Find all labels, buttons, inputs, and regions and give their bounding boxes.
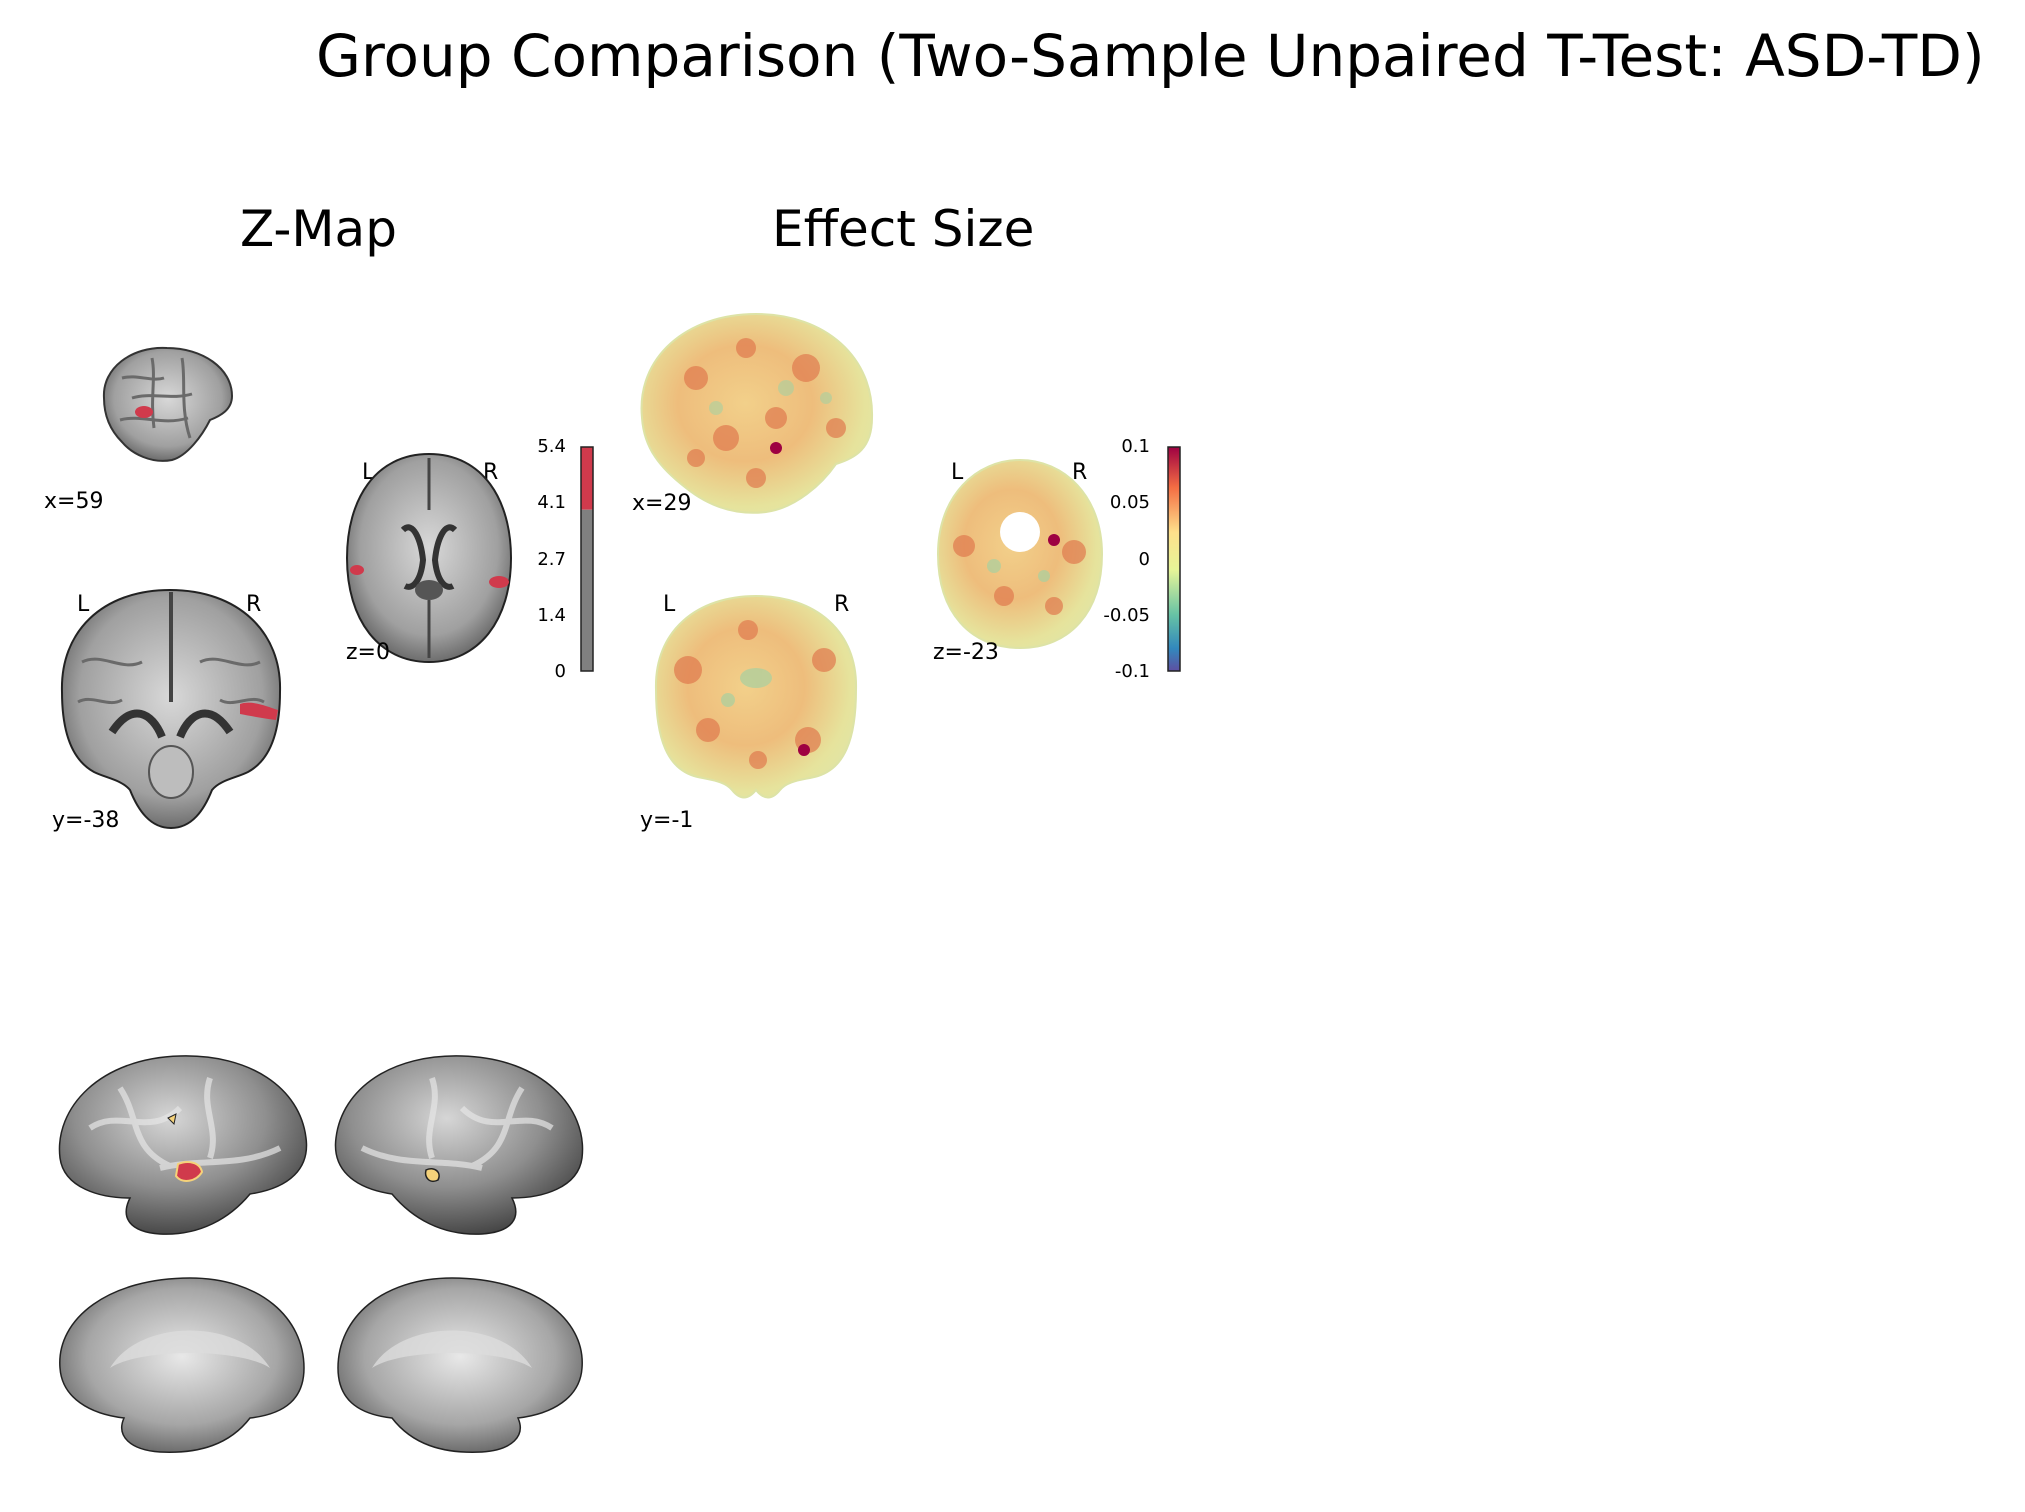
zmap-sagittal-coord: x=59 (44, 489, 104, 514)
effect-coronal-right-marker: R (834, 592, 850, 617)
effect-axial-left-marker: L (951, 460, 964, 485)
zmap-colorbar-tick-label: 1.4 (537, 605, 566, 626)
zmap-axial-coord: z=0 (346, 640, 390, 665)
zmap-colorbar-tick-label: 4.1 (537, 492, 566, 513)
zmap-colorbar-tick-label: 0 (554, 661, 566, 682)
zmap-sagittal-slice (102, 346, 234, 462)
zmap-colorbar (580, 446, 594, 672)
effect-colorbar-tick-label: 0 (1138, 549, 1150, 570)
zmap-colorbar-tick-label: 5.4 (537, 436, 566, 457)
effect-colorbar-tick-label: -0.05 (1103, 605, 1150, 626)
effect-sagittal-coord: x=29 (632, 491, 692, 516)
zmap-title: Z-Map (240, 200, 397, 258)
effect-axial-slice (936, 458, 1104, 650)
effect-size-title: Effect Size (772, 200, 1035, 258)
effect-axial-coord: z=-23 (933, 640, 999, 665)
effect-coronal-coord: y=-1 (640, 808, 694, 833)
zmap-coronal-slice (60, 588, 282, 830)
effect-coronal-slice (654, 594, 858, 799)
surface-left-lateral (58, 1055, 308, 1235)
surface-right-medial (337, 1277, 583, 1453)
zmap-coronal-right-marker: R (246, 592, 262, 617)
zmap-colorbar-below-threshold (581, 509, 593, 671)
effect-coronal-left-marker: L (663, 592, 676, 617)
surface-right-lateral (334, 1055, 584, 1235)
zmap-coronal-coord: y=-38 (52, 808, 120, 833)
surface-left-medial (59, 1277, 305, 1453)
figure-title: Group Comparison (Two-Sample Unpaired T-… (316, 22, 1985, 90)
effect-colorbar-tick-label: 0.05 (1109, 492, 1150, 513)
zmap-coronal-left-marker: L (77, 592, 90, 617)
zmap-colorbar-above-threshold (581, 447, 593, 510)
effect-colorbar-tick-label: 0.1 (1121, 436, 1150, 457)
effect-colorbar-tick-label: -0.1 (1114, 661, 1150, 682)
zmap-colorbar-tick-label: 2.7 (537, 549, 566, 570)
effect-axial-right-marker: R (1072, 460, 1088, 485)
effect-colorbar (1167, 446, 1181, 672)
zmap-axial-slice (345, 452, 513, 664)
effect-sagittal-slice (640, 312, 874, 514)
